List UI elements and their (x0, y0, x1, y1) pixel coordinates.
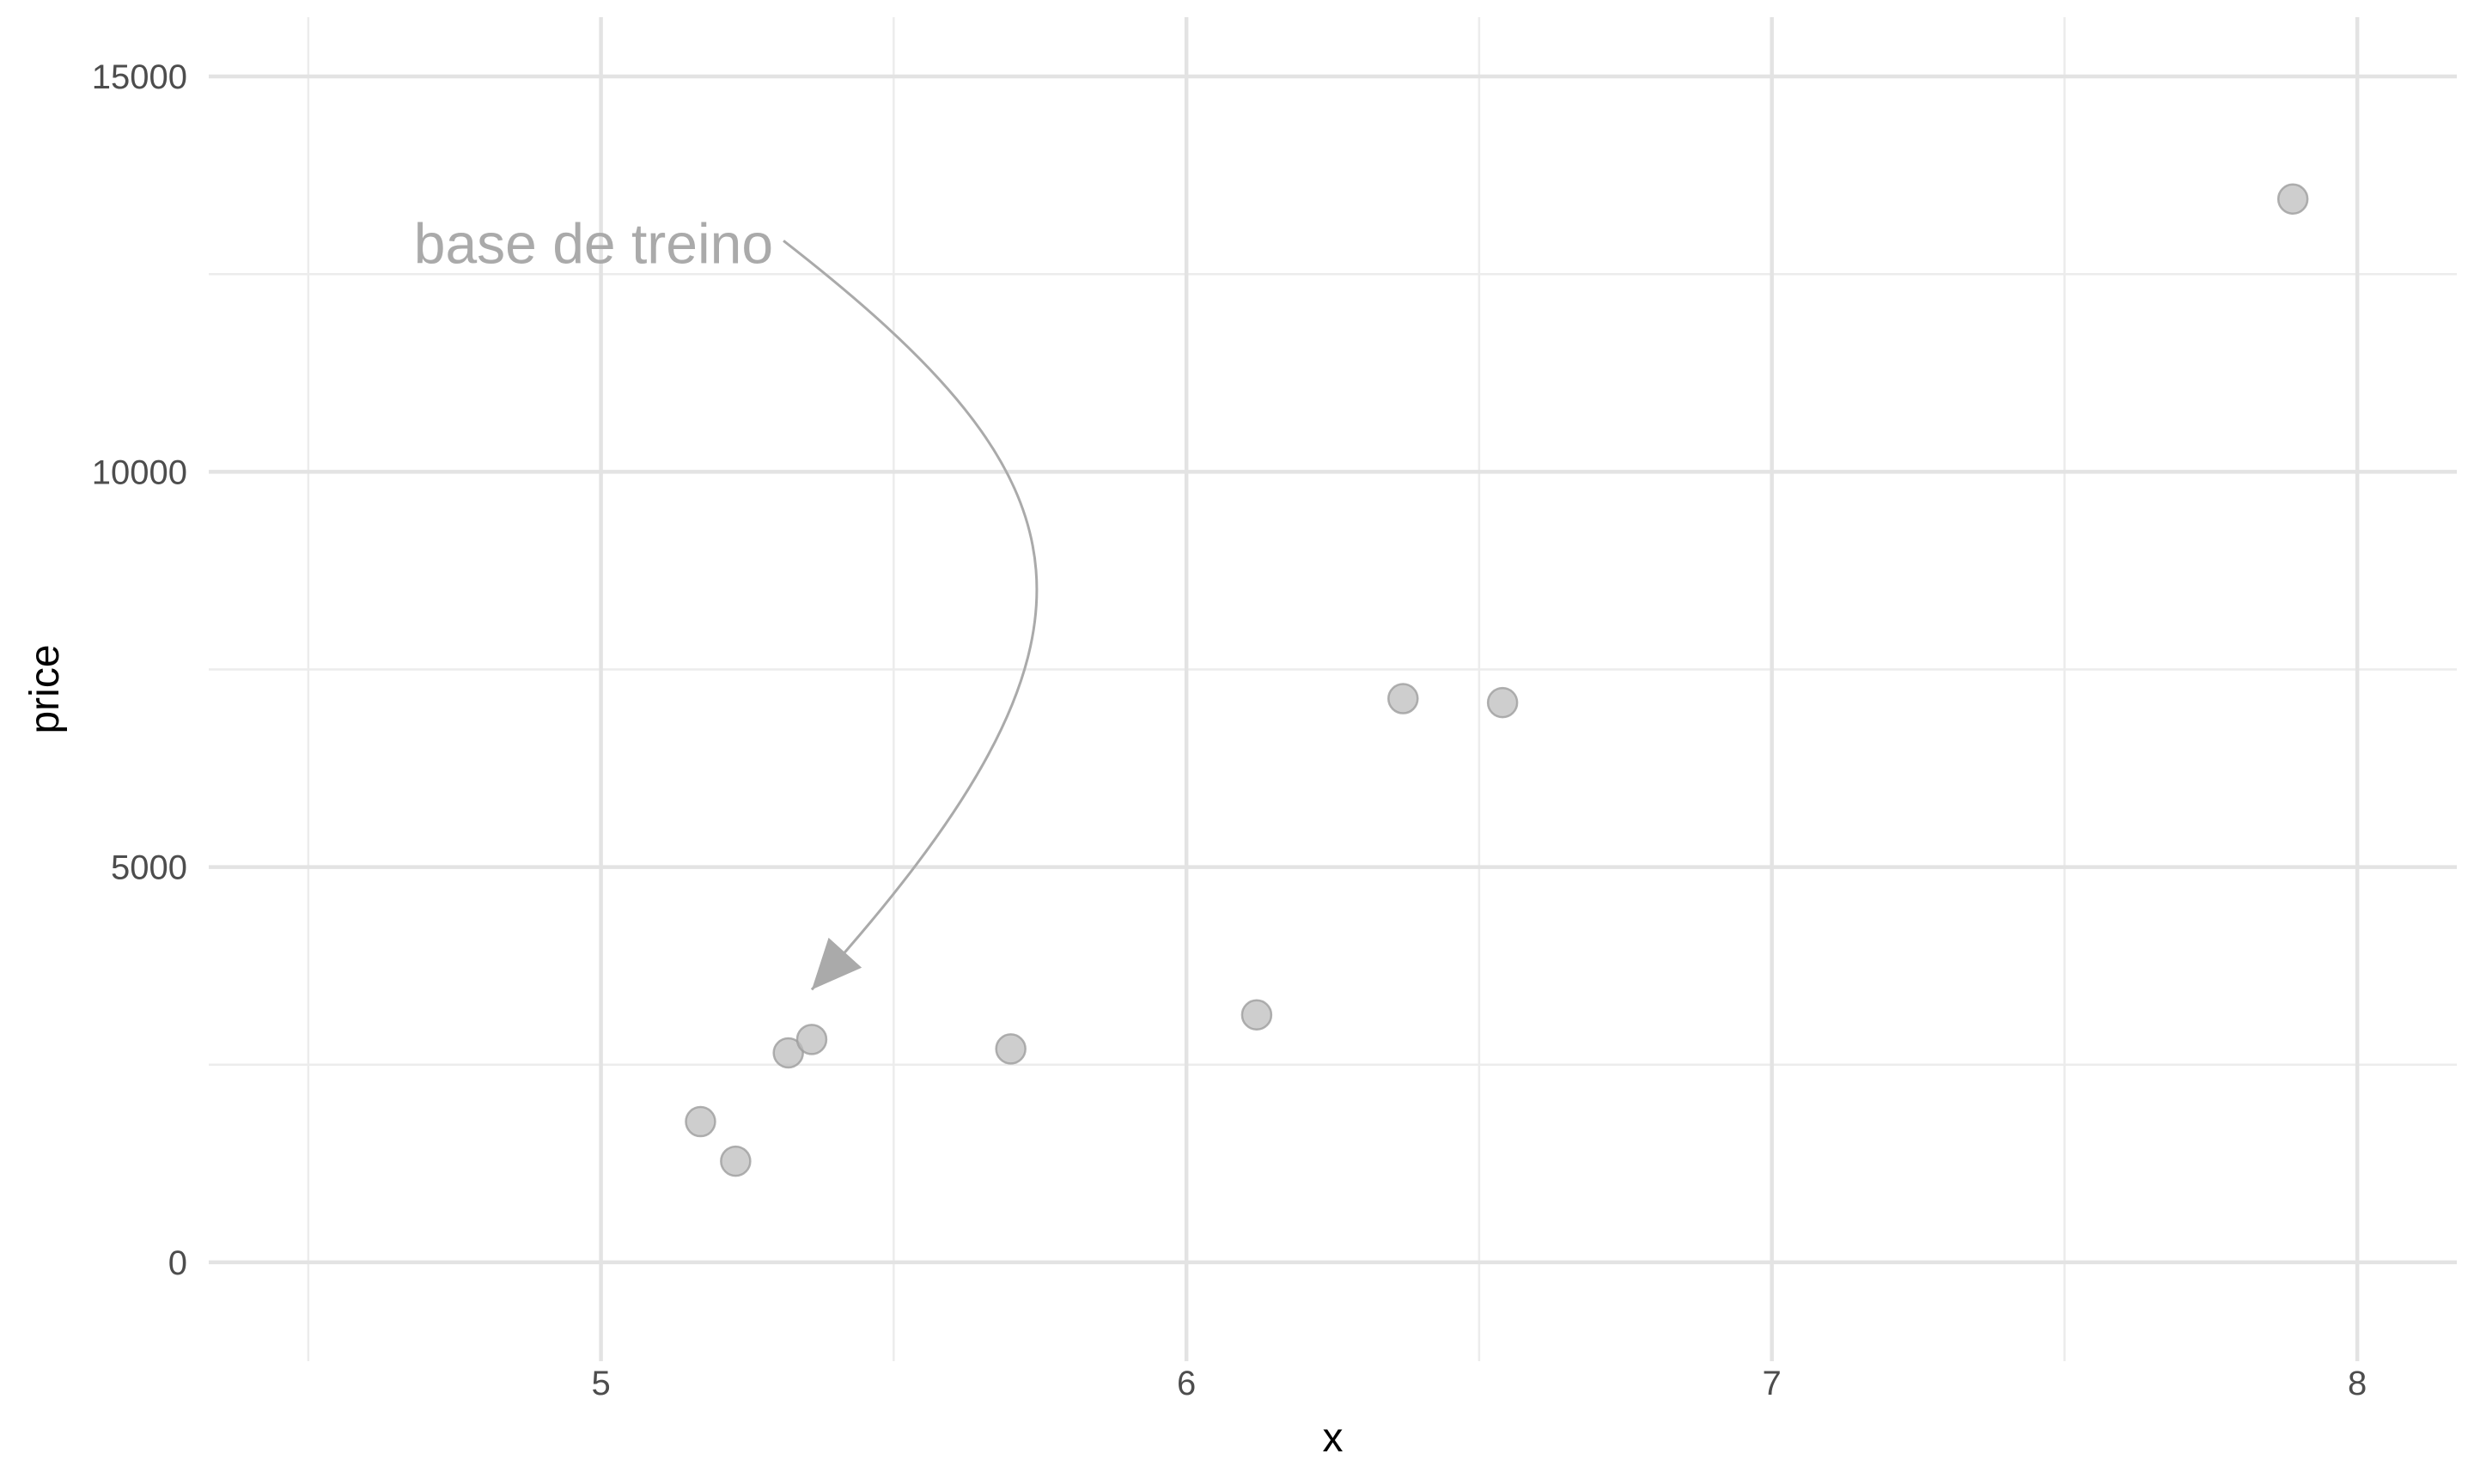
y-tick-label-0: 0 (168, 1244, 187, 1282)
y-tick-label-2: 10000 (92, 453, 187, 491)
axis-layer: 5 6 7 8 0 5000 10000 15000 (92, 58, 2367, 1402)
x-tick-label-2: 7 (1763, 1365, 1782, 1402)
point-layer (685, 183, 2309, 1177)
grid-layer (209, 17, 2457, 1361)
data-point-3 (795, 1024, 828, 1055)
annotation-arrow-head (811, 937, 862, 990)
data-point-2 (772, 1037, 804, 1069)
data-point-7 (1486, 686, 1519, 719)
data-point-0 (685, 1105, 716, 1138)
y-tick-label-3: 15000 (92, 58, 187, 96)
y-axis-title: price (22, 644, 68, 733)
annotation-arrow-line (783, 240, 1039, 991)
data-point-5 (1240, 999, 1273, 1031)
x-tick-label-0: 5 (591, 1365, 610, 1402)
data-point-1 (720, 1145, 752, 1177)
x-tick-label-3: 8 (2348, 1365, 2367, 1402)
annotation-layer: base de treino (414, 211, 1039, 991)
x-tick-label-1: 6 (1177, 1365, 1196, 1402)
data-point-4 (995, 1033, 1027, 1065)
data-point-6 (1387, 683, 1419, 715)
x-axis-title: x (1323, 1415, 1344, 1461)
y-tick-label-1: 5000 (111, 849, 187, 887)
annotation-text: base de treino (414, 211, 773, 275)
data-point-8 (2276, 183, 2309, 215)
